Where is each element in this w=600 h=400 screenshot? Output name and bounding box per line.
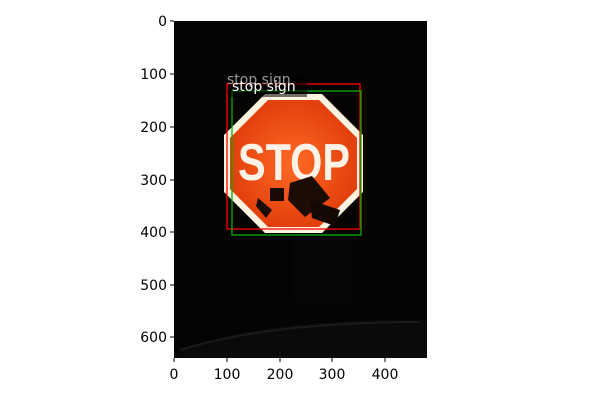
y-tick-label: 500 xyxy=(140,278,167,294)
photo: STOP stop sign stop sign xyxy=(174,21,427,358)
tape-patch xyxy=(270,188,284,201)
y-tick-label: 0 xyxy=(158,14,167,30)
x-tick-label: 200 xyxy=(267,367,294,383)
stop-sign: STOP xyxy=(224,94,363,233)
x-tick-labels: 0 100 200 300 400 xyxy=(170,367,399,383)
y-tick-label: 400 xyxy=(140,225,167,241)
hand-lower xyxy=(310,200,340,226)
x-tick-label: 100 xyxy=(214,367,241,383)
x-tick-label: 400 xyxy=(372,367,399,383)
ground-highlight xyxy=(179,321,421,351)
y-tick-label: 600 xyxy=(140,330,167,346)
y-tick-label: 200 xyxy=(140,120,167,136)
y-tick-label: 100 xyxy=(140,67,167,83)
label-background xyxy=(229,77,307,97)
x-axis xyxy=(173,358,386,362)
y-tick-label: 300 xyxy=(140,173,167,189)
arm-shadow xyxy=(292,232,352,302)
y-axis xyxy=(170,20,174,338)
arm-silhouette xyxy=(256,198,272,218)
detection-label: stop sign xyxy=(232,79,296,95)
detection-label-faded: stop sign xyxy=(227,72,291,88)
hand-silhouette xyxy=(288,176,330,217)
y-tick-labels: 0 100 200 300 400 500 600 xyxy=(140,14,167,346)
x-tick-label: 0 xyxy=(170,367,179,383)
x-tick-label: 300 xyxy=(319,367,346,383)
ground-curve xyxy=(174,319,427,358)
